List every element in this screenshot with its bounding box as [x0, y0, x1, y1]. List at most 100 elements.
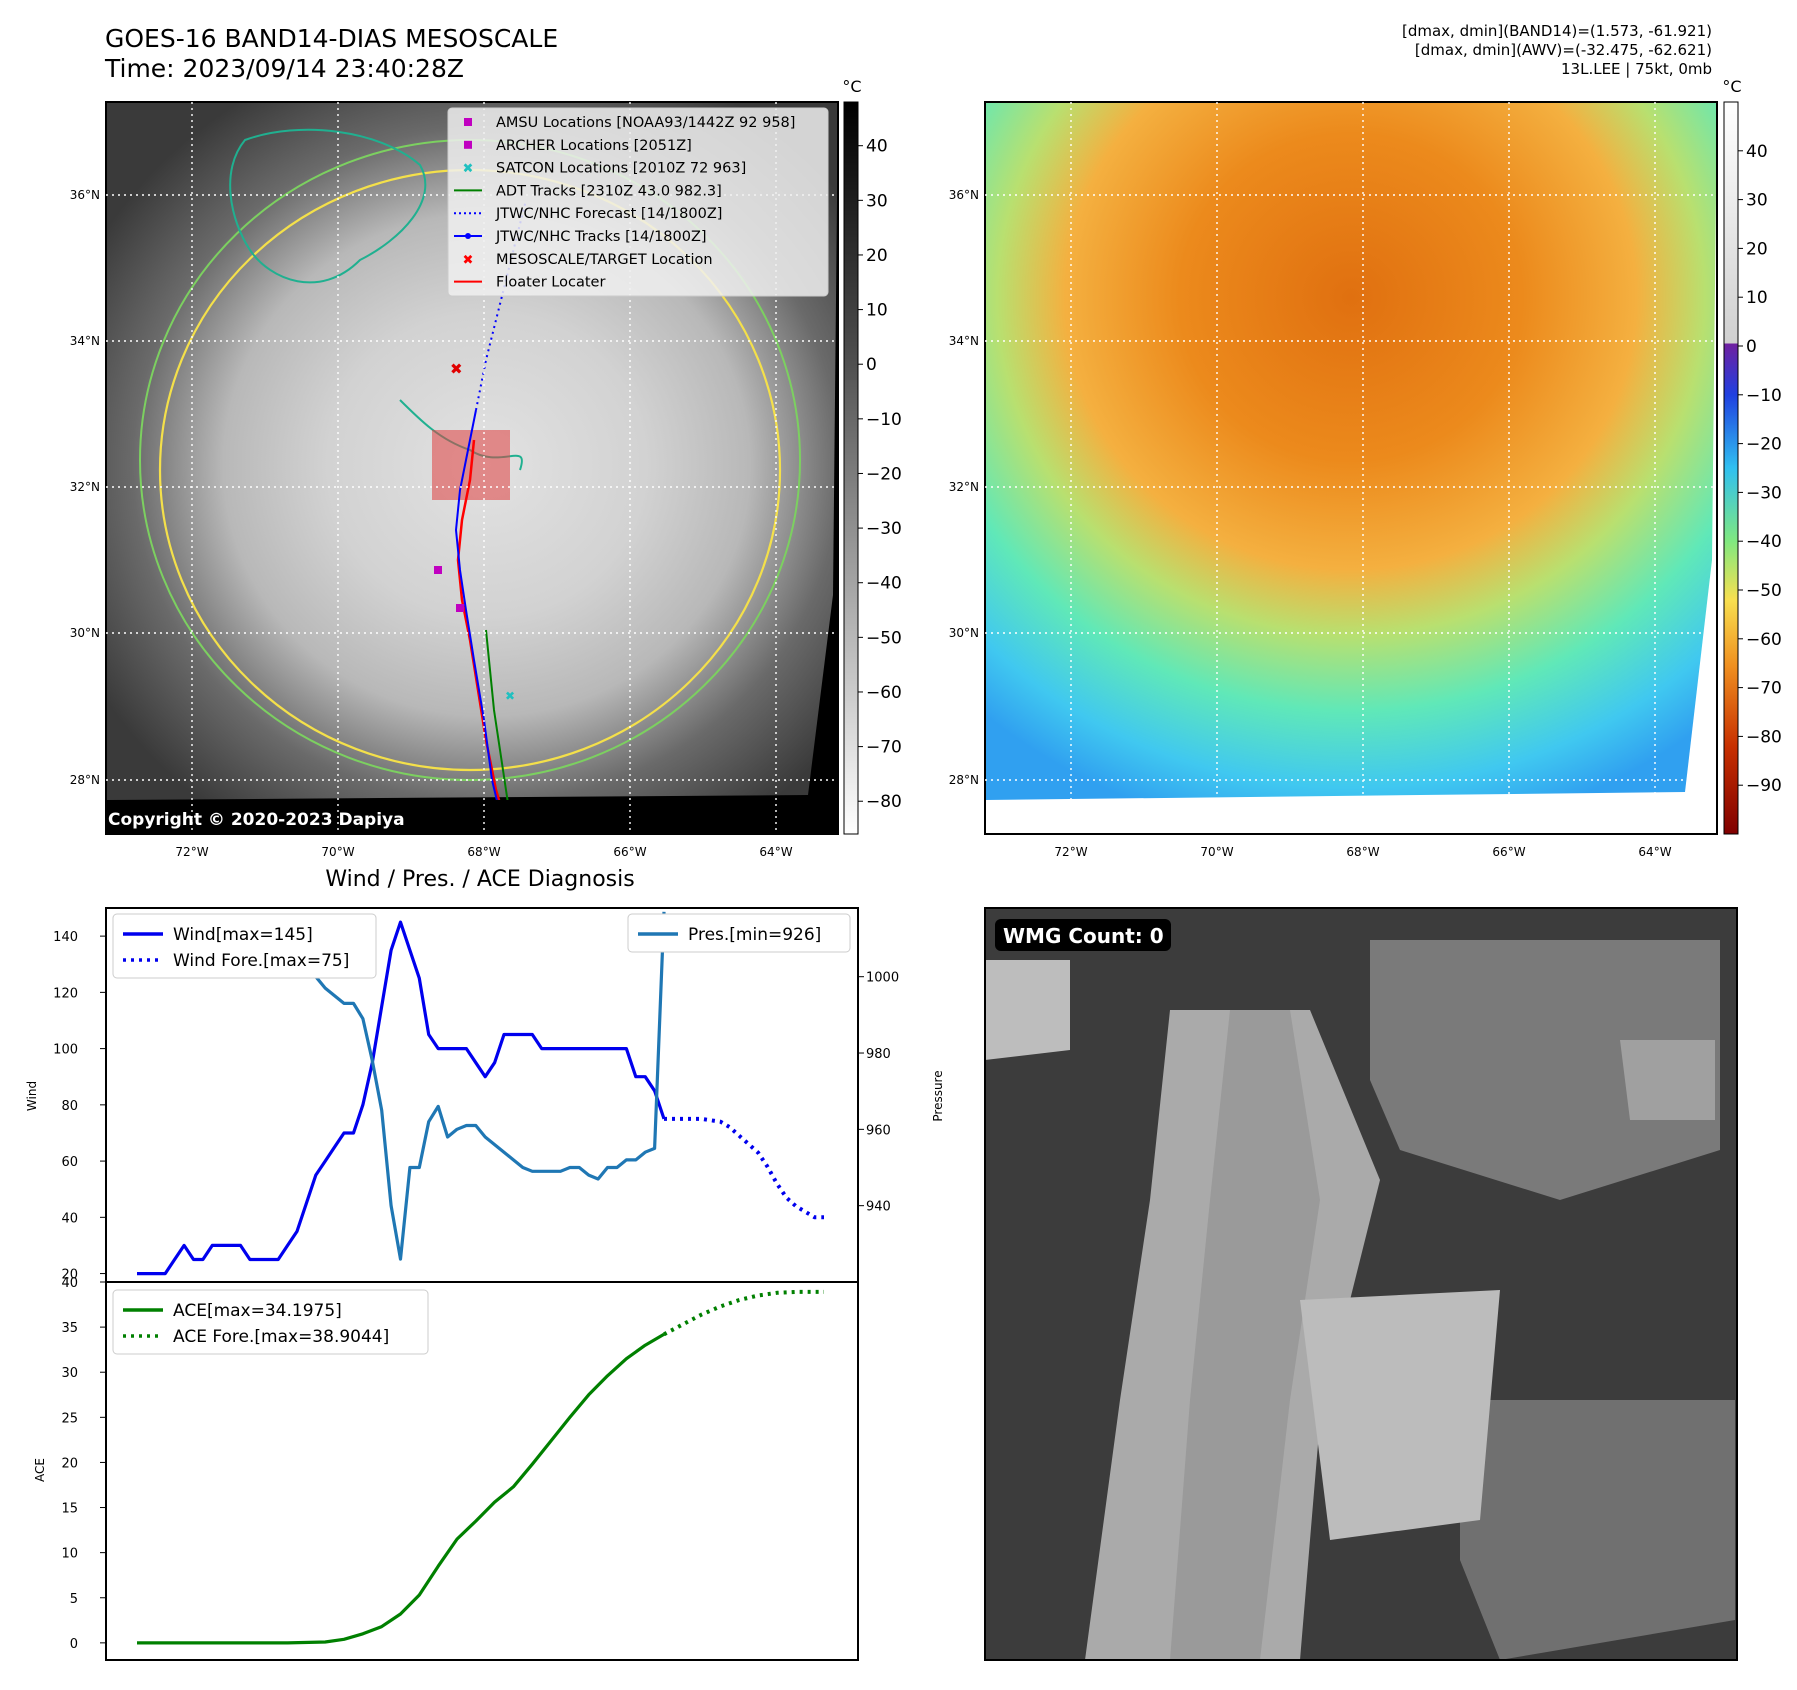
pressure-axis-tick-label: 940: [866, 1200, 891, 1215]
ir-lat-tick-label: 28°N: [70, 773, 100, 787]
ace-axis-tick-label: 0: [70, 1637, 78, 1652]
wmg-gray-region: [1370, 940, 1720, 1200]
awv-image: [985, 102, 1717, 800]
ir-lat-tick-label: 36°N: [70, 188, 100, 202]
awv-colorbar-tick-label: −80: [1746, 727, 1782, 747]
ace-series-line: [137, 1332, 665, 1645]
ir-colorbar-tick-label: 30: [866, 191, 888, 211]
ir-map-frame: [105, 101, 839, 835]
ace-chart: 0 5 10 15 20 25 30 35 40 ACE ACE[max=34.1975] ACE…: [33, 1276, 859, 1661]
ir-lon-tick-label: 68°W: [467, 845, 500, 859]
awv-colorbar-tick-label: −30: [1746, 483, 1782, 503]
awv-map-frame: [984, 101, 1718, 835]
stats-line1: [dmax, dmin](BAND14)=(1.573, -61.921): [1401, 22, 1712, 40]
awv-lat-tick-label: 36°N: [949, 188, 979, 202]
archer-location-marker: [456, 604, 464, 612]
legend-marker: [464, 118, 472, 126]
ir-colorbar-tick-label: −40: [866, 574, 902, 594]
ir-colorbar-tick-label: −80: [866, 792, 902, 812]
wind-legend-box: [112, 913, 377, 979]
awv-colorbar-tick-label: 40: [1746, 142, 1768, 162]
ir-legend-box: [447, 107, 829, 297]
pressure-axis-tick-label: 960: [866, 1123, 891, 1138]
amsu-location-marker: [434, 566, 442, 574]
ir-lon-tick-label: 66°W: [613, 845, 646, 859]
stats-line3: 13L.LEE | 75kt, 0mb: [1561, 60, 1712, 78]
stats-line2: [dmax, dmin](AWV)=(-32.475, -62.621): [1414, 41, 1712, 59]
wind-axis-tick-label: 60: [61, 1155, 78, 1170]
figure-title-line1: GOES-16 BAND14-DIAS MESOSCALE: [105, 24, 559, 53]
ir-lon-tick-label: 64°W: [759, 845, 792, 859]
wmg-gray-region-south: [1460, 1400, 1735, 1660]
ir-bottom-band: [106, 800, 838, 834]
awv-colorbar-tick-label: 20: [1746, 239, 1768, 259]
wmg-count-badge: [995, 919, 1171, 951]
ace-axis-tick-label: 10: [61, 1547, 78, 1562]
wind-pressure-chart: Wind / Pres. / ACE Diagnosis 20 40 60 80 100…: [25, 867, 945, 1283]
ir-colorbar-tick-label: −10: [866, 410, 902, 430]
ace-legend-label: ACE Fore.[max=38.9044]: [173, 1327, 389, 1347]
ir-lat-tick-label: 34°N: [70, 334, 100, 348]
ir-colorbar-tick-label: 0: [866, 355, 877, 375]
awv-colorbar-tick-label: −90: [1746, 776, 1782, 796]
awv-lon-tick-label: 70°W: [1200, 845, 1233, 859]
awv-colorbar-tick-label: 10: [1746, 288, 1768, 308]
ace-axis-tick-label: 20: [61, 1456, 78, 1471]
ir-legend-label: Floater Locater: [496, 275, 605, 291]
ir-colorbar-tick-label: 10: [866, 301, 888, 321]
wmg-patch: [1620, 1040, 1715, 1120]
awv-colorbar: [1723, 101, 1739, 835]
awv-colorbar-tick-label: −70: [1746, 679, 1782, 699]
wind-axis-tick-label: 80: [61, 1099, 78, 1114]
pressure-legend-label: Pres.[min=926]: [688, 925, 821, 945]
ace-axis-tick-label: 15: [61, 1502, 78, 1517]
ace-axis-tick-label: 25: [61, 1411, 78, 1426]
wmg-count-label: WMG Count: 0: [1003, 924, 1164, 948]
legend-marker: ✖: [463, 162, 474, 177]
ir-colorbar: [843, 101, 859, 835]
wmg-panel: WMG Count: 0: [984, 907, 1738, 1661]
wind-axis-tick-label: 20: [61, 1268, 78, 1283]
ir-legend: AMSU Locations [NOAA93/1442Z 92 958] ARCH…: [447, 107, 829, 297]
ir-lat-tick-label: 30°N: [70, 626, 100, 640]
ir-legend-label: ARCHER Locations [2051Z]: [496, 138, 692, 154]
chart-title: Wind / Pres. / ACE Diagnosis: [325, 867, 634, 892]
target-location-marker: ✖: [450, 360, 463, 378]
wind-axis-tick-label: 100: [53, 1043, 78, 1058]
ir-legend-label: SATCON Locations [2010Z 72 963]: [496, 161, 746, 177]
ir-legend-label: MESOSCALE/TARGET Location: [496, 252, 713, 268]
wmg-core-band: [1170, 1010, 1320, 1660]
ir-contour-teal-north: [229, 128, 427, 284]
legend-marker-dot: [465, 233, 471, 239]
ace-axis-tick-label: 35: [61, 1321, 78, 1336]
ir-legend-label: JTWC/NHC Forecast [14/1800Z]: [495, 206, 722, 222]
ir-colorbar-tick-label: −60: [866, 683, 902, 703]
awv-colorbar-tick-label: −60: [1746, 630, 1782, 650]
awv-colorbar-tick-label: 0: [1746, 337, 1757, 357]
ir-legend-label: AMSU Locations [NOAA93/1442Z 92 958]: [496, 115, 795, 131]
ace-axis-tick-label: 40: [61, 1276, 78, 1291]
awv-lat-tick-label: 28°N: [949, 773, 979, 787]
awv-colorbar-tick-label: −10: [1746, 386, 1782, 406]
copyright-text: Copyright © 2020-2023 Dapiya: [108, 810, 405, 830]
ace-axis-label: ACE: [33, 1458, 47, 1482]
satcon-location-marker: ✖: [505, 689, 515, 703]
awv-map-panel: [984, 101, 1718, 835]
awv-colorbar-tick-label: −20: [1746, 435, 1782, 455]
wind-legend-label: Wind[max=145]: [173, 925, 313, 945]
ir-colorbar-unit: °C: [842, 77, 861, 96]
wind-series-line: [137, 920, 666, 1276]
awv-colorbar-unit: °C: [1722, 77, 1741, 96]
wmg-patch-center: [1300, 1290, 1500, 1540]
wind-axis-tick-label: 140: [53, 930, 78, 945]
ir-colorbar-tick-label: −20: [866, 464, 902, 484]
ir-colorbar-tick-label: 40: [866, 137, 888, 157]
pressure-axis-tick-label: 1000: [866, 971, 899, 986]
ir-legend-label: ADT Tracks [2310Z 43.0 982.3]: [496, 183, 722, 199]
ir-lon-tick-label: 72°W: [175, 845, 208, 859]
pressure-axis-tick-label: 980: [866, 1047, 891, 1062]
ir-lat-tick-label: 32°N: [70, 480, 100, 494]
ir-colorbar-tick-label: −30: [866, 519, 902, 539]
awv-lat-tick-label: 34°N: [949, 334, 979, 348]
ir-colorbar-tick-label: −70: [866, 738, 902, 758]
